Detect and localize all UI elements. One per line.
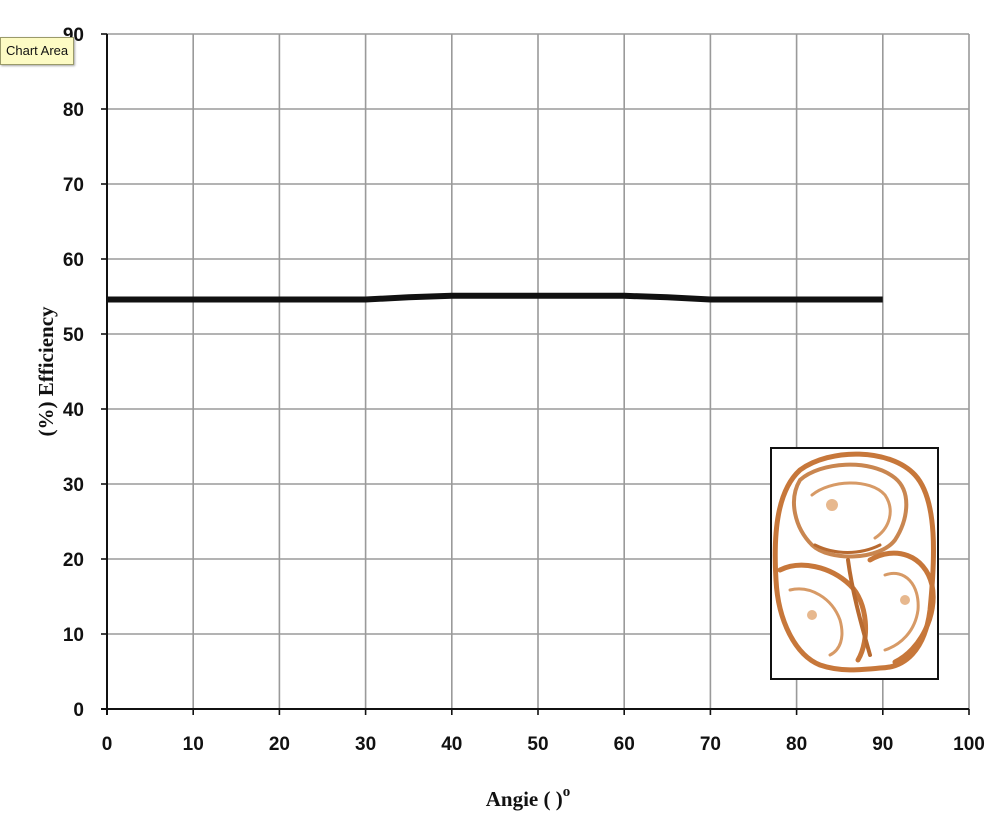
cross-section-photo-icon (772, 451, 937, 673)
x-tick-label: 10 (183, 734, 204, 755)
x-tick-label: 0 (102, 734, 113, 755)
series-line[interactable] (107, 292, 883, 303)
x-tick-label: 30 (355, 734, 376, 755)
inset-image (770, 447, 939, 680)
y-tick-label: 50 (63, 325, 84, 346)
y-tick-label: 70 (63, 175, 84, 196)
x-axis-title-text: Angie ( ) (486, 787, 563, 811)
y-tick-label: 30 (63, 475, 84, 496)
x-tick-label: 50 (527, 734, 548, 755)
x-axis-ticks: 0 10 20 30 40 50 60 70 80 90 100 (102, 709, 985, 755)
x-axis-title: Angie ( )o (486, 784, 571, 811)
x-tick-label: 60 (614, 734, 635, 755)
x-tick-label: 100 (953, 734, 985, 755)
gridlines (106, 33, 970, 710)
axes (101, 34, 969, 715)
y-tick-label: 0 (73, 700, 84, 721)
chart-area-tooltip: Chart Area (0, 37, 75, 65)
y-axis-title: (%) Efficiency (34, 306, 58, 437)
x-axis-title-superscript: o (563, 784, 571, 800)
y-tick-label: 20 (63, 550, 84, 571)
y-tick-label: 80 (63, 100, 84, 121)
y-tick-label: 60 (63, 250, 84, 271)
x-tick-label: 90 (872, 734, 893, 755)
y-tick-label: 10 (63, 625, 84, 646)
x-tick-label: 80 (786, 734, 807, 755)
x-tick-label: 40 (441, 734, 462, 755)
y-tick-label: 40 (63, 400, 84, 421)
series-layer (107, 292, 883, 303)
x-tick-label: 20 (269, 734, 290, 755)
x-tick-label: 70 (700, 734, 721, 755)
